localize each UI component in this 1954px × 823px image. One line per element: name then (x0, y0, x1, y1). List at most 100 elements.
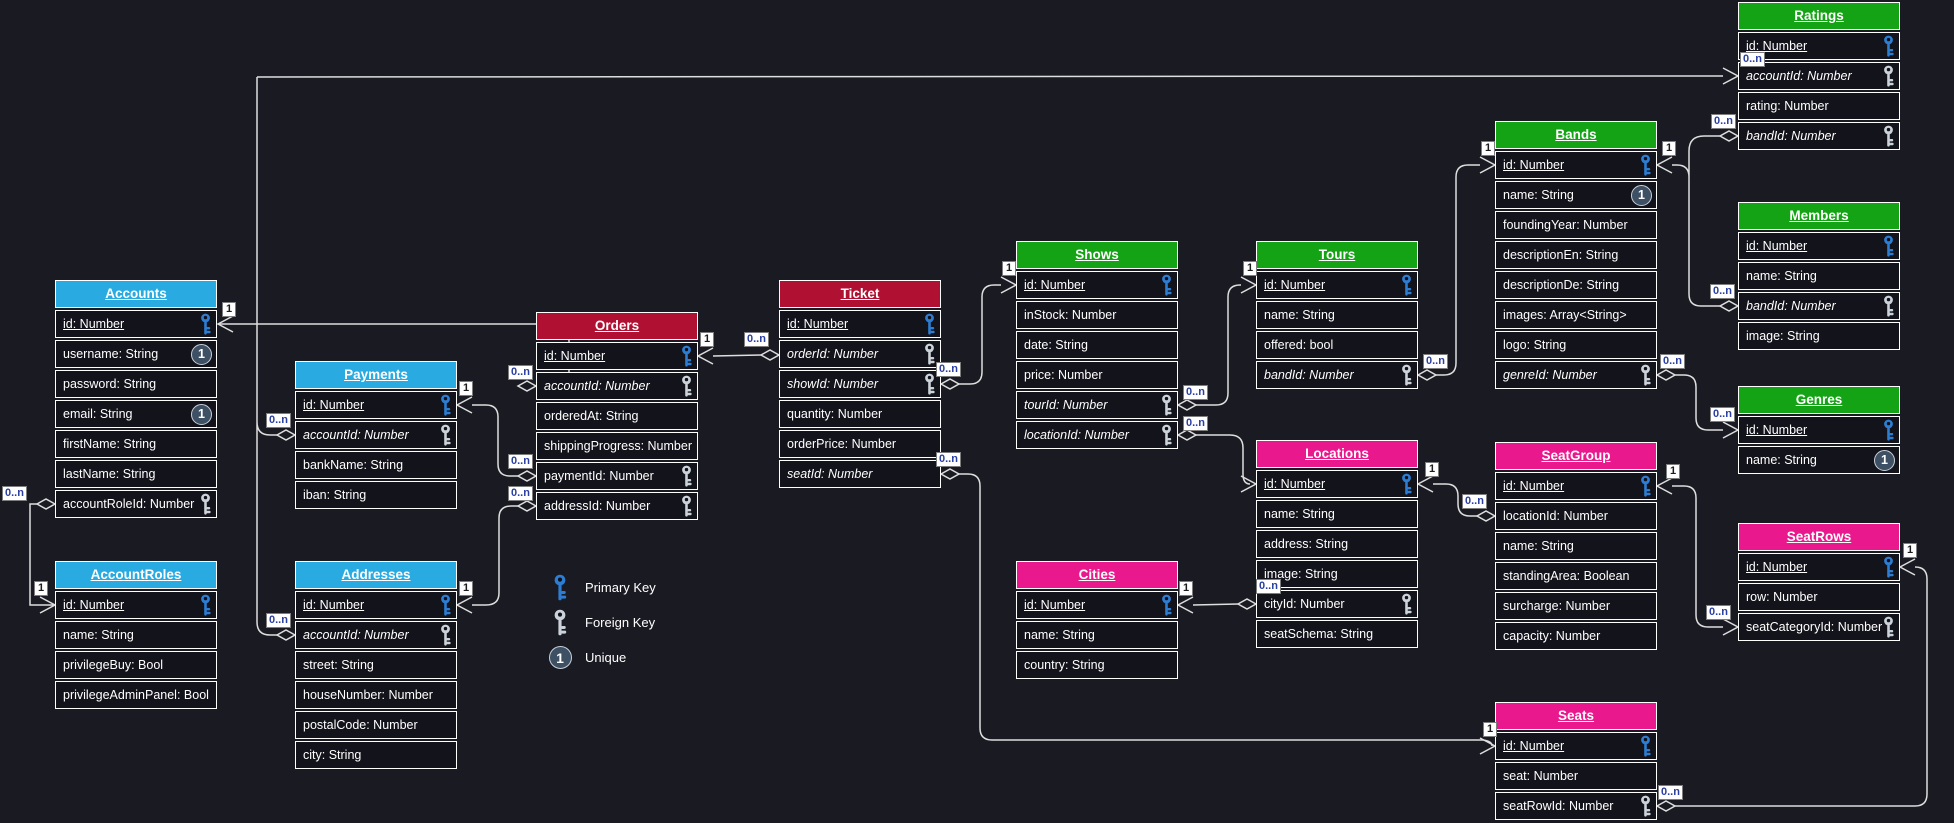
field-label: image: String (1746, 329, 1820, 343)
table-title: Addresses (295, 561, 457, 589)
table-genres[interactable]: Genres id: Number name: String 1 (1738, 386, 1900, 476)
many-end-diamond-icon (1718, 130, 1740, 142)
table-seats[interactable]: Seats id: Number seat: Number seatRowId: Nu… (1495, 702, 1657, 822)
table-seatgroup[interactable]: SeatGroup id: Number locationId: Number nam… (1495, 442, 1657, 652)
one-end-arrow-icon (1722, 67, 1740, 85)
table-title: Cities (1016, 561, 1178, 589)
table-title: Accounts (55, 280, 217, 308)
table-accountroles[interactable]: AccountRoles id: Number name: String privil… (55, 561, 217, 711)
primary-key-icon (1639, 154, 1652, 177)
cardinality-label: 1 (1903, 543, 1917, 558)
field-orderId: orderId: Number (779, 340, 941, 368)
field-label: seatCategoryId: Number (1746, 620, 1882, 634)
field-label: date: String (1024, 338, 1088, 352)
field-label: inStock: Number (1024, 308, 1117, 322)
relationship-ticket-shows (939, 276, 1018, 390)
field-label: id: Number (1503, 739, 1565, 753)
table-title: Payments (295, 361, 457, 389)
field-label: locationId: Number (1503, 509, 1608, 523)
many-end-diamond-icon (1416, 369, 1438, 381)
field-label: privilegeBuy: Bool (63, 658, 164, 672)
table-cities[interactable]: Cities id: Number name: String country: Str… (1016, 561, 1178, 681)
field-rating: rating: Number (1738, 92, 1900, 120)
one-end-arrow-icon (1722, 618, 1740, 636)
field-label: id: Number (1503, 158, 1565, 172)
foreign-key-icon (1400, 364, 1413, 387)
foreign-key-icon (439, 424, 452, 447)
field-label: password: String (63, 377, 157, 391)
cardinality-label: 0..n (2, 486, 27, 501)
field-images: images: Array<String> (1495, 301, 1657, 329)
table-ticket[interactable]: Ticket id: Number orderId: Number showId: N… (779, 280, 941, 490)
legend-item-primary-key: Primary Key (548, 570, 656, 605)
cardinality-label: 0..n (508, 365, 533, 380)
table-locations[interactable]: Locations id: Number name: String address: … (1256, 440, 1418, 650)
field-seat: seat: Number (1495, 762, 1657, 790)
relationship-accountroles-accounts (29, 498, 57, 614)
table-orders[interactable]: Orders id: Number accountId: Number ordered… (536, 312, 698, 522)
relationship-bands-genres (1655, 369, 1740, 439)
field-accountRoleId: accountRoleId: Number (55, 490, 217, 518)
cardinality-label: 0..n (1740, 52, 1765, 67)
table-payments[interactable]: Payments id: Number accountId: Number bankN… (295, 361, 457, 511)
cardinality-label: 1 (222, 302, 236, 317)
field-label: addressId: Number (544, 499, 651, 513)
field-id: id: Number (536, 342, 698, 370)
field-name: name: String 1 (1738, 446, 1900, 474)
one-end-arrow-icon (1240, 276, 1258, 294)
foreign-key-icon (923, 343, 936, 366)
field-city: city: String (295, 741, 457, 769)
table-addresses[interactable]: Addresses id: Number accountId: Number stre… (295, 561, 457, 771)
foreign-key-icon (1639, 795, 1652, 818)
field-bandId: bandId: Number (1738, 122, 1900, 150)
table-title: Ticket (779, 280, 941, 308)
field-accountId: accountId: Number (295, 621, 457, 649)
table-tours[interactable]: Tours id: Number name: String offered: bool… (1256, 241, 1418, 391)
field-label: offered: bool (1264, 338, 1334, 352)
table-shows[interactable]: Shows id: Number inStock: Number date: Stri… (1016, 241, 1178, 451)
cardinality-label: 1 (1662, 141, 1676, 156)
one-end-arrow-icon (1655, 156, 1673, 174)
field-date: date: String (1016, 331, 1178, 359)
field-id: id: Number (1016, 591, 1178, 619)
one-end-arrow-icon (216, 315, 234, 333)
field-id: id: Number (1495, 732, 1657, 760)
field-label: accountId: Number (544, 379, 650, 393)
field-label: id: Number (1024, 598, 1086, 612)
table-title: SeatGroup (1495, 442, 1657, 470)
table-title: Tours (1256, 241, 1418, 269)
field-postalCode: postalCode: Number (295, 711, 457, 739)
primary-key-icon (1639, 735, 1652, 758)
field-label: logo: String (1503, 338, 1567, 352)
table-bands[interactable]: Bands id: Number name: String 1 foundingYear… (1495, 121, 1657, 391)
many-end-diamond-icon (1655, 800, 1677, 812)
field-label: id: Number (1503, 479, 1565, 493)
field-privilegeBuy: privilegeBuy: Bool (55, 651, 217, 679)
table-seatrows[interactable]: SeatRows id: Number row: Number seatCategor… (1738, 523, 1900, 643)
table-members[interactable]: Members id: Number name: String bandId: Num… (1738, 202, 1900, 352)
primary-key-icon (199, 313, 212, 336)
primary-key-icon (1882, 35, 1895, 58)
relationship-orders-ticket (696, 347, 781, 365)
field-label: lastName: String (63, 467, 156, 481)
one-end-arrow-icon (455, 396, 473, 414)
table-accounts[interactable]: Accounts id: Number username: String 1 passw… (55, 280, 217, 520)
foreign-key-icon (680, 375, 693, 398)
field-label: street: String (303, 658, 374, 672)
cardinality-label: 0..n (508, 454, 533, 469)
field-label: id: Number (1746, 423, 1808, 437)
field-id: id: Number (55, 310, 217, 338)
field-locationId: locationId: Number (1495, 502, 1657, 530)
field-label: id: Number (1746, 39, 1808, 53)
foreign-key-icon (1160, 394, 1173, 417)
cardinality-label: 1 (1425, 462, 1439, 477)
table-ratings[interactable]: Ratings id: Number accountId: Number rating… (1738, 2, 1900, 152)
one-end-arrow-icon (455, 596, 473, 614)
table-title: Locations (1256, 440, 1418, 468)
cardinality-label: 0..n (1660, 354, 1685, 369)
field-label: descriptionEn: String (1503, 248, 1619, 262)
cardinality-label: 0..n (266, 613, 291, 628)
field-label: name: String (1503, 539, 1574, 553)
